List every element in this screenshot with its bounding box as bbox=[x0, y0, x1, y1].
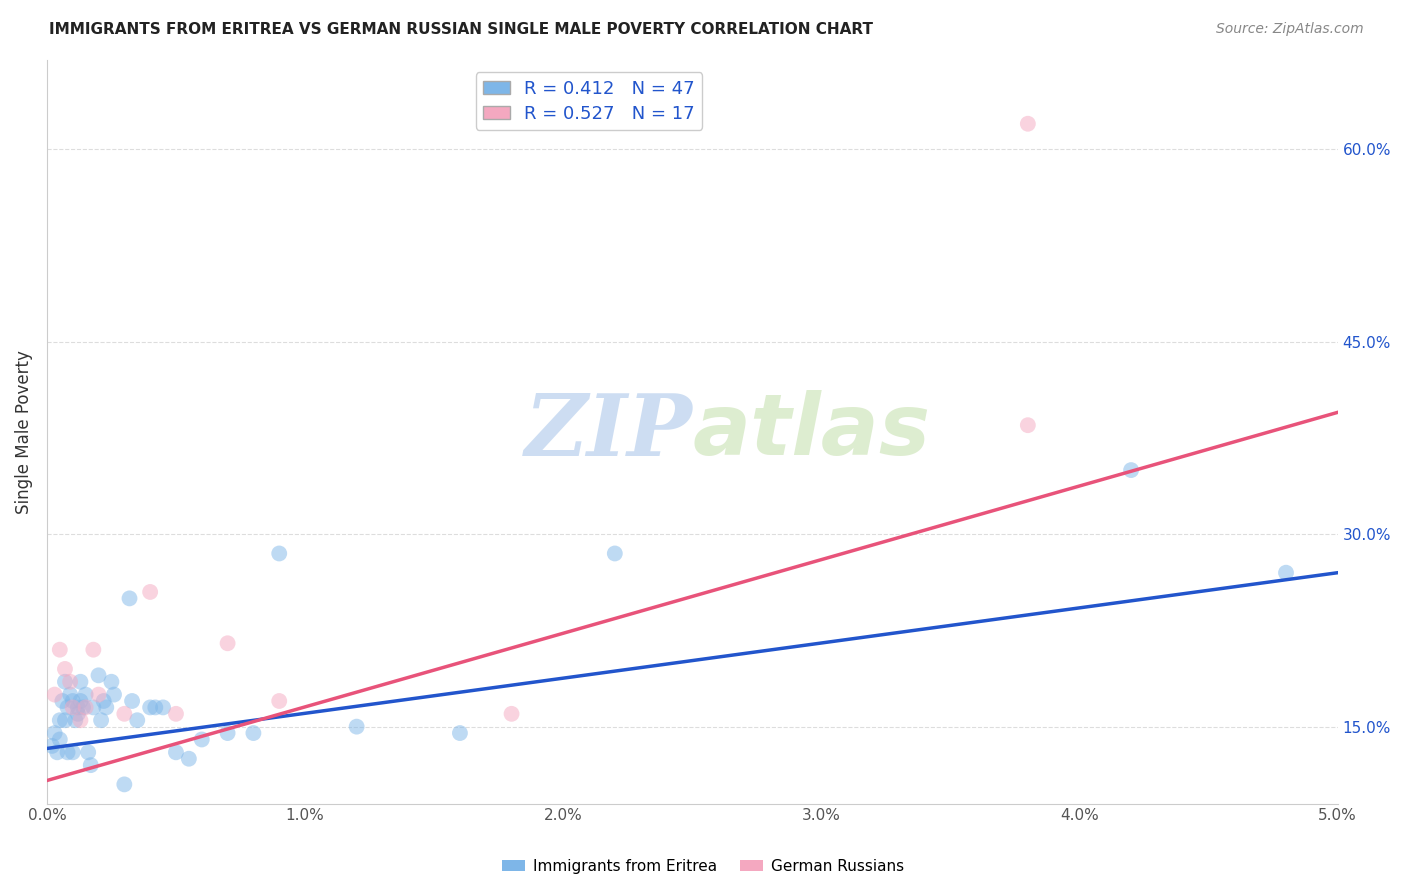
Point bbox=[143, 700, 166, 714]
Point bbox=[77, 745, 100, 759]
Point bbox=[93, 694, 115, 708]
Point bbox=[49, 713, 72, 727]
Point bbox=[66, 706, 89, 721]
Point bbox=[118, 591, 141, 606]
Legend: Immigrants from Eritrea, German Russians: Immigrants from Eritrea, German Russians bbox=[496, 853, 910, 880]
Text: ZIP: ZIP bbox=[524, 390, 692, 474]
Point bbox=[49, 732, 72, 747]
Point bbox=[177, 752, 200, 766]
Point bbox=[139, 700, 162, 714]
Point bbox=[346, 720, 368, 734]
Point bbox=[152, 700, 174, 714]
Point bbox=[269, 546, 291, 560]
Point bbox=[217, 636, 239, 650]
Point bbox=[44, 688, 66, 702]
Text: atlas: atlas bbox=[692, 390, 931, 473]
Point bbox=[112, 777, 135, 791]
Point bbox=[165, 745, 187, 759]
Point bbox=[69, 674, 91, 689]
Point bbox=[56, 700, 79, 714]
Point bbox=[87, 688, 110, 702]
Point bbox=[121, 694, 143, 708]
Point bbox=[62, 694, 84, 708]
Legend: R = 0.412   N = 47, R = 0.527   N = 17: R = 0.412 N = 47, R = 0.527 N = 17 bbox=[475, 72, 703, 130]
Point bbox=[72, 700, 94, 714]
Point bbox=[49, 642, 72, 657]
Point bbox=[603, 546, 626, 560]
Point bbox=[66, 700, 89, 714]
Point bbox=[53, 674, 76, 689]
Point bbox=[53, 662, 76, 676]
Point bbox=[69, 694, 91, 708]
Point bbox=[1275, 566, 1298, 580]
Point bbox=[269, 694, 291, 708]
Point bbox=[127, 713, 149, 727]
Point bbox=[217, 726, 239, 740]
Point bbox=[165, 706, 187, 721]
Point bbox=[46, 745, 69, 759]
Point bbox=[1017, 117, 1039, 131]
Point bbox=[75, 688, 97, 702]
Point bbox=[242, 726, 264, 740]
Point bbox=[41, 739, 63, 753]
Point bbox=[59, 674, 82, 689]
Point bbox=[75, 700, 97, 714]
Point bbox=[449, 726, 471, 740]
Point bbox=[51, 694, 73, 708]
Y-axis label: Single Male Poverty: Single Male Poverty bbox=[15, 350, 32, 514]
Point bbox=[56, 745, 79, 759]
Point bbox=[82, 642, 104, 657]
Point bbox=[100, 674, 122, 689]
Point bbox=[65, 713, 87, 727]
Point bbox=[53, 713, 76, 727]
Point bbox=[191, 732, 214, 747]
Text: IMMIGRANTS FROM ERITREA VS GERMAN RUSSIAN SINGLE MALE POVERTY CORRELATION CHART: IMMIGRANTS FROM ERITREA VS GERMAN RUSSIA… bbox=[49, 22, 873, 37]
Point bbox=[82, 700, 104, 714]
Point bbox=[139, 585, 162, 599]
Point bbox=[44, 726, 66, 740]
Point bbox=[69, 713, 91, 727]
Point bbox=[90, 713, 112, 727]
Text: Source: ZipAtlas.com: Source: ZipAtlas.com bbox=[1216, 22, 1364, 37]
Point bbox=[103, 688, 125, 702]
Point bbox=[96, 700, 118, 714]
Point bbox=[59, 688, 82, 702]
Point bbox=[1119, 463, 1142, 477]
Point bbox=[501, 706, 523, 721]
Point bbox=[1017, 418, 1039, 433]
Point bbox=[112, 706, 135, 721]
Point bbox=[62, 745, 84, 759]
Point bbox=[62, 700, 84, 714]
Point bbox=[87, 668, 110, 682]
Point bbox=[80, 758, 103, 772]
